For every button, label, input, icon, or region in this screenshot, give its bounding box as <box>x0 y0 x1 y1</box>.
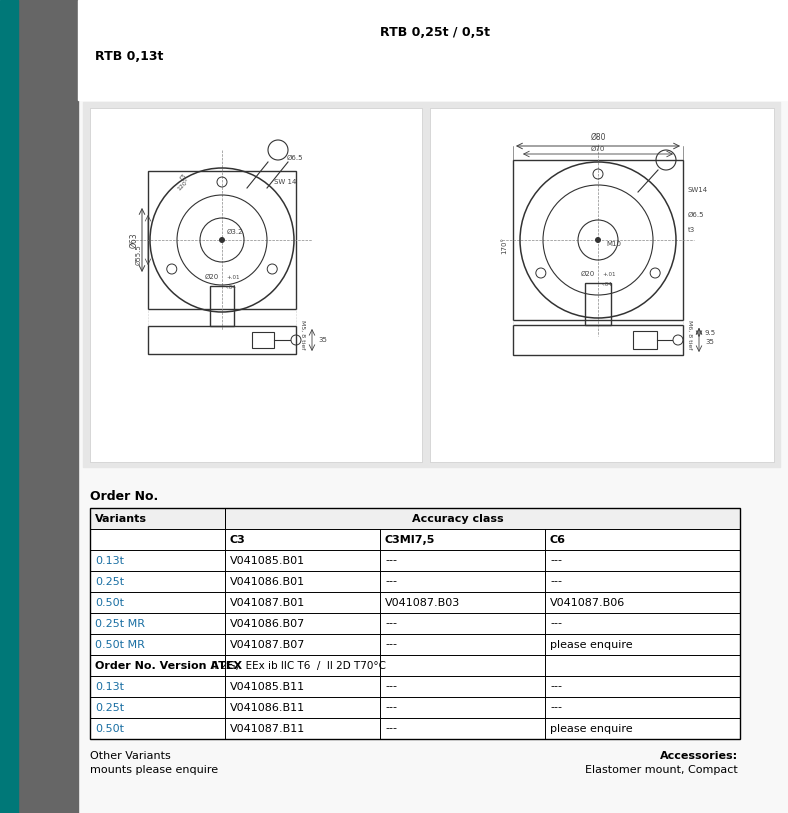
Text: +.01: +.01 <box>226 275 240 280</box>
Text: ---: --- <box>385 619 397 628</box>
Text: ---: --- <box>385 724 397 733</box>
Text: V041086.B11: V041086.B11 <box>230 702 305 712</box>
Text: V041085.B11: V041085.B11 <box>230 681 305 692</box>
Bar <box>252 332 274 348</box>
Text: V041086.B07: V041086.B07 <box>230 619 305 628</box>
Text: Ø63: Ø63 <box>129 233 139 248</box>
Text: 35: 35 <box>318 337 327 343</box>
Bar <box>90 508 740 529</box>
Text: ---: --- <box>385 681 397 692</box>
Text: -.04: -.04 <box>226 285 236 290</box>
Text: 0.50t MR: 0.50t MR <box>95 640 145 650</box>
Text: Order No. Version ATEX: Order No. Version ATEX <box>95 660 242 671</box>
Bar <box>148 326 296 354</box>
Text: ---: --- <box>385 576 397 586</box>
Text: 120°: 120° <box>177 178 191 192</box>
Text: ---: --- <box>385 640 397 650</box>
Text: M10: M10 <box>606 241 621 247</box>
Text: 0.13t: 0.13t <box>95 555 124 566</box>
Circle shape <box>595 237 601 243</box>
Bar <box>18 0 78 813</box>
Text: SW14: SW14 <box>688 187 708 193</box>
Bar <box>633 331 657 349</box>
Text: Ø80: Ø80 <box>590 133 606 142</box>
Text: please enquire: please enquire <box>550 640 633 650</box>
Text: Ø6.5: Ø6.5 <box>688 212 704 218</box>
Text: Ø3.2: Ø3.2 <box>227 229 243 235</box>
Bar <box>90 655 740 676</box>
Text: SW 14: SW 14 <box>274 179 296 185</box>
Text: RTB 0,13t: RTB 0,13t <box>95 50 163 63</box>
Text: V041087.B06: V041087.B06 <box>550 598 625 607</box>
Bar <box>430 108 774 462</box>
Text: ---: --- <box>550 555 562 566</box>
Text: Ø20: Ø20 <box>205 274 219 280</box>
Text: Ø55.5: Ø55.5 <box>136 245 142 265</box>
Text: t3: t3 <box>177 173 187 183</box>
Bar <box>90 108 422 462</box>
Text: ---: --- <box>385 555 397 566</box>
Text: 0.25t MR: 0.25t MR <box>95 619 145 628</box>
Bar <box>90 508 740 739</box>
Text: C3MI7,5: C3MI7,5 <box>385 534 436 545</box>
Text: RTB 0,25t / 0,5t: RTB 0,25t / 0,5t <box>380 25 490 38</box>
Text: 0.25t: 0.25t <box>95 702 125 712</box>
Text: ---: --- <box>550 619 562 628</box>
Text: M6, 8 tief: M6, 8 tief <box>687 320 692 350</box>
Text: 9.5: 9.5 <box>705 329 716 336</box>
Text: C6: C6 <box>550 534 566 545</box>
Text: t3: t3 <box>688 227 695 233</box>
Bar <box>78 0 788 100</box>
Text: M5, 8 tief: M5, 8 tief <box>300 320 305 350</box>
Text: ---: --- <box>550 702 562 712</box>
Text: +.01: +.01 <box>602 272 615 277</box>
Text: Variants: Variants <box>95 514 147 524</box>
Text: -.04: -.04 <box>602 282 613 287</box>
Text: ---: --- <box>550 681 562 692</box>
Text: ---: --- <box>550 576 562 586</box>
Text: Other Variants: Other Variants <box>90 751 171 761</box>
Text: V041087.B03: V041087.B03 <box>385 598 460 607</box>
Bar <box>513 325 683 355</box>
Text: 0.50t: 0.50t <box>95 598 124 607</box>
Text: Elastomer mount, Compact: Elastomer mount, Compact <box>585 765 738 775</box>
Text: Accessories:: Accessories: <box>660 751 738 761</box>
Text: mounts please enquire: mounts please enquire <box>90 765 218 775</box>
Text: 0.13t: 0.13t <box>95 681 124 692</box>
Text: V041087.B07: V041087.B07 <box>230 640 306 650</box>
Text: V041087.B11: V041087.B11 <box>230 724 305 733</box>
Bar <box>513 160 683 320</box>
Text: ---: --- <box>385 702 397 712</box>
Text: 35: 35 <box>705 339 714 345</box>
Text: Ø6.5: Ø6.5 <box>287 155 303 161</box>
Bar <box>585 283 611 325</box>
Text: 0.50t: 0.50t <box>95 724 124 733</box>
Text: II 2G;  EEx ib IIC T6  /  II 2D T70°C: II 2G; EEx ib IIC T6 / II 2D T70°C <box>205 660 386 671</box>
Bar <box>90 508 740 739</box>
Text: V041087.B01: V041087.B01 <box>230 598 305 607</box>
Text: please enquire: please enquire <box>550 724 633 733</box>
Text: 0.25t: 0.25t <box>95 576 125 586</box>
Bar <box>83 102 780 467</box>
Text: V041086.B01: V041086.B01 <box>230 576 305 586</box>
Text: C3: C3 <box>230 534 246 545</box>
Bar <box>148 171 296 309</box>
Text: 170°: 170° <box>501 237 507 254</box>
Text: Ø70: Ø70 <box>591 146 605 152</box>
Bar <box>0 0 18 813</box>
Circle shape <box>219 237 225 243</box>
Text: Accuracy class: Accuracy class <box>411 514 504 524</box>
Text: Ø20: Ø20 <box>581 271 595 277</box>
Text: V041085.B01: V041085.B01 <box>230 555 305 566</box>
Text: Order No.: Order No. <box>90 490 158 503</box>
Bar <box>210 286 234 326</box>
